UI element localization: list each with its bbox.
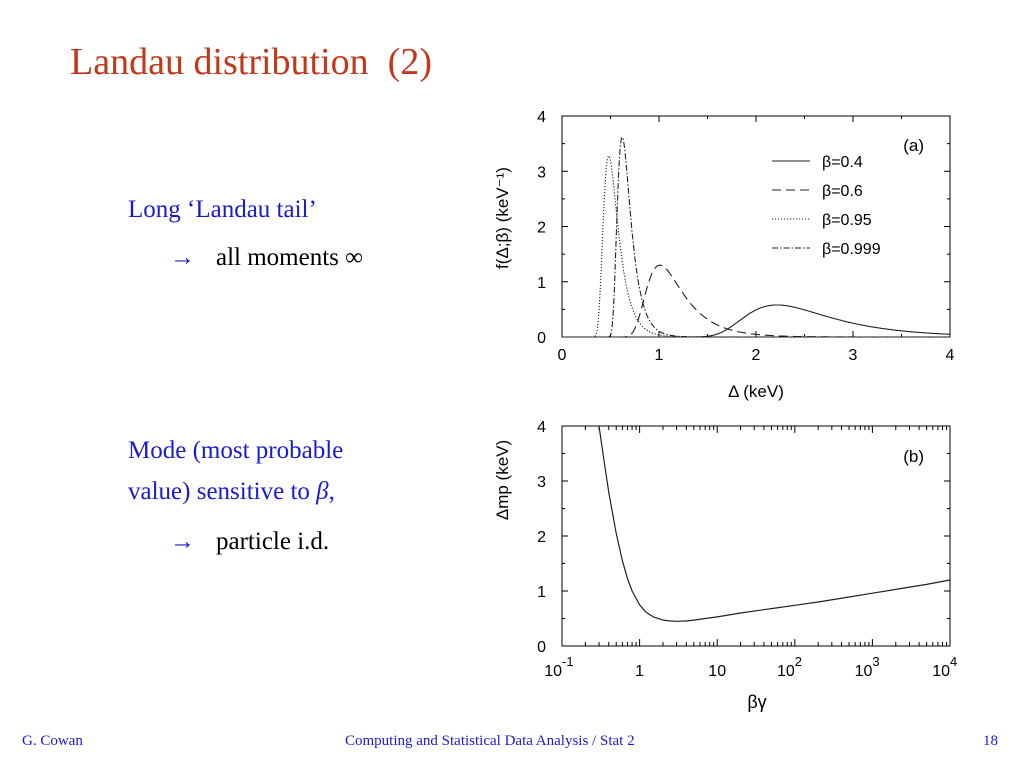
plot-a-xtick-label: 3	[849, 347, 858, 364]
plot-a-legend-label: β=0.999	[822, 241, 881, 258]
plot-a-ytick-label: 1	[537, 275, 546, 292]
arrow-line-particle: → particle i.d.	[170, 528, 329, 556]
arrow-glyph-2: →	[170, 528, 195, 555]
slide-title: Landau distribution (2)	[70, 41, 432, 83]
plot-a-xlabel: Δ (keV)	[728, 382, 784, 401]
footer-page-number: 18	[983, 733, 998, 749]
plot-a-ytick-label: 2	[537, 220, 546, 237]
plot-a-curve-4	[562, 136, 950, 338]
bullet-landau-tail: Long ‘Landau tail’	[128, 196, 317, 223]
plot-a-ylabel: f(Δ;β) (keV⁻¹)	[493, 167, 512, 269]
arrow-text-moments: all moments ∞	[216, 244, 363, 271]
bullet-mode-comma: ,	[328, 478, 335, 505]
footer-author: G. Cowan	[22, 733, 83, 749]
plot-a-panel-label: (a)	[903, 136, 924, 155]
plot-a-legend-label: β=0.6	[822, 183, 863, 200]
plot-a-ytick-label: 3	[537, 164, 546, 181]
plot-a-curve-2	[562, 264, 950, 338]
arrow-glyph: →	[170, 244, 195, 271]
plot-a-xtick-label: 4	[946, 347, 955, 364]
arrow-text-particle: particle i.d.	[216, 528, 330, 555]
footer-course: Computing and Statistical Data Analysis …	[345, 733, 635, 749]
plot-a-ytick-label: 4	[537, 109, 546, 126]
plot-a-ytick-label: 0	[537, 330, 546, 347]
beta-symbol: β	[316, 478, 329, 505]
plot-a-xtick-label: 2	[752, 347, 761, 364]
plot-a-legend-label: β=0.4	[822, 154, 863, 171]
arrow-line-moments: → all moments ∞	[170, 244, 363, 272]
plot-a-legend-label: β=0.95	[822, 212, 872, 229]
plot-a-xtick-label: 0	[558, 347, 567, 364]
bullet-mode-text: value) sensitive to	[128, 478, 310, 505]
plot-a-xtick-label: 1	[655, 347, 664, 364]
bullet-mode-line2: value) sensitive to β,	[128, 478, 335, 506]
bullet-mode-line1: Mode (most probable	[128, 437, 344, 464]
